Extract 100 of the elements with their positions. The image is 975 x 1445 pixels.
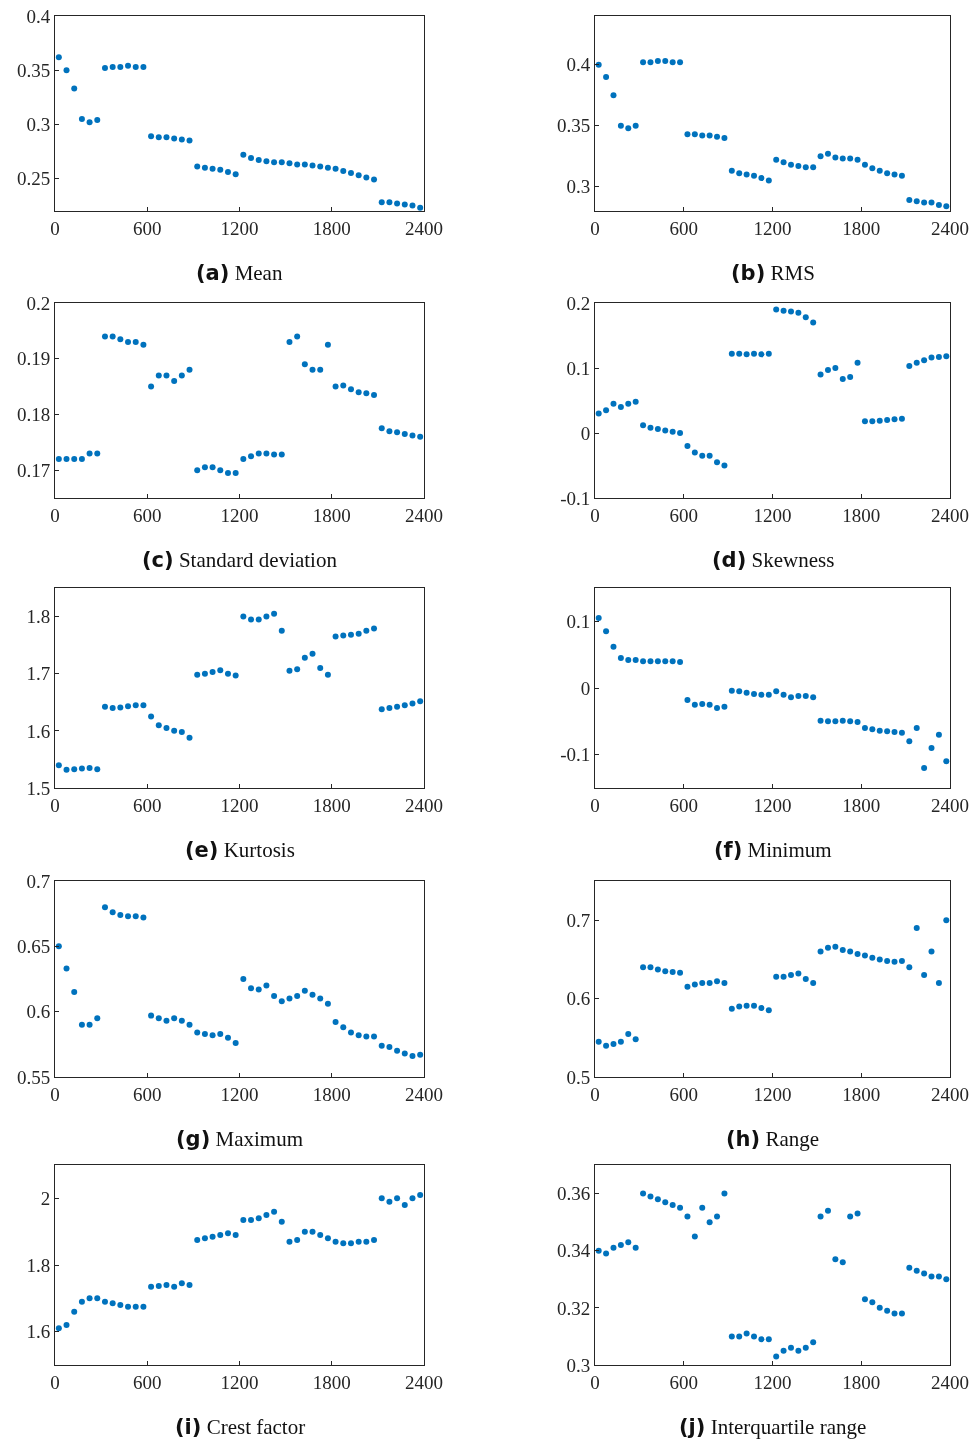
point: [610, 400, 617, 407]
point: [248, 154, 255, 161]
point: [758, 175, 765, 182]
point: [854, 950, 861, 957]
point: [355, 630, 362, 637]
point: [347, 170, 354, 177]
x-tick-label: 1800: [842, 1083, 881, 1105]
x-tick-label: 1200: [220, 1371, 259, 1393]
point: [155, 134, 162, 141]
point: [647, 1193, 654, 1200]
point: [317, 163, 324, 170]
point: [163, 372, 170, 379]
point: [640, 59, 647, 66]
point: [662, 968, 669, 975]
point: [63, 456, 70, 462]
y-tick-label: 0.3: [566, 176, 591, 198]
point: [751, 1002, 758, 1009]
x-tick-label: 1800: [312, 217, 351, 239]
text: (e) Kurtosis: [185, 838, 295, 862]
point: [324, 164, 331, 171]
point: [662, 58, 669, 65]
point: [891, 171, 898, 178]
point: [847, 1213, 854, 1220]
point: [647, 658, 654, 665]
x-tick-label: 1200: [753, 794, 792, 816]
point: [832, 1256, 839, 1263]
point: [787, 972, 794, 979]
x-tick-label: 600: [133, 794, 162, 816]
point: [224, 169, 231, 175]
point: [654, 966, 661, 973]
point: [309, 650, 316, 657]
point: [94, 766, 101, 773]
point: [324, 1000, 331, 1007]
point: [640, 658, 647, 665]
point: [603, 73, 610, 80]
point: [861, 952, 868, 959]
point: [928, 948, 935, 955]
point: [394, 429, 401, 436]
point: [839, 155, 846, 162]
point: [378, 706, 385, 713]
point: [271, 992, 278, 999]
point: [294, 333, 301, 340]
point: [378, 1042, 385, 1049]
y-tick-label: 2: [40, 1187, 51, 1209]
point: [255, 986, 262, 993]
point: [294, 992, 301, 999]
point: [140, 1303, 147, 1310]
text: (b) RMS: [731, 261, 815, 285]
point: [876, 417, 883, 424]
point: [913, 925, 920, 932]
x-tick-label: 2400: [931, 504, 969, 526]
point: [125, 339, 132, 345]
point: [409, 432, 416, 439]
point: [417, 204, 424, 211]
point: [758, 1336, 765, 1343]
point: [802, 314, 809, 321]
point: [787, 308, 794, 315]
text: (g) Maximum: [176, 1127, 303, 1151]
point: [625, 125, 632, 132]
point: [209, 165, 216, 172]
point: [255, 1215, 262, 1222]
point: [271, 451, 278, 458]
point: [802, 164, 809, 171]
point: [595, 1038, 602, 1045]
point: [301, 161, 308, 168]
point: [371, 625, 378, 632]
point: [347, 1029, 354, 1036]
point: [736, 1333, 743, 1340]
point: [810, 694, 817, 701]
point: [817, 1213, 824, 1220]
point: [632, 657, 639, 663]
point: [155, 722, 162, 729]
point: [795, 162, 802, 169]
point: [78, 1298, 85, 1305]
point: [935, 353, 942, 360]
text: (c) Standard deviation: [142, 548, 338, 572]
point: [55, 456, 62, 462]
point: [795, 970, 802, 977]
point: [71, 766, 78, 773]
point: [706, 701, 713, 708]
point: [847, 155, 854, 162]
point: [78, 1021, 85, 1028]
point: [935, 979, 942, 986]
point: [810, 979, 817, 986]
point: [409, 700, 416, 707]
point: [743, 351, 750, 358]
y-tick-label: 1.5: [26, 777, 51, 799]
y-tick-label: 0.6: [566, 988, 591, 1010]
point: [884, 957, 891, 964]
point: [861, 161, 868, 168]
y-tick-label: 1.7: [26, 663, 51, 685]
point: [232, 171, 239, 178]
point: [780, 1347, 787, 1354]
point: [63, 1322, 70, 1328]
point: [209, 1233, 216, 1240]
point: [94, 1295, 101, 1302]
x-tick-label: 2400: [405, 217, 443, 239]
point: [125, 62, 132, 69]
point: [332, 1238, 339, 1245]
point: [355, 1238, 362, 1245]
